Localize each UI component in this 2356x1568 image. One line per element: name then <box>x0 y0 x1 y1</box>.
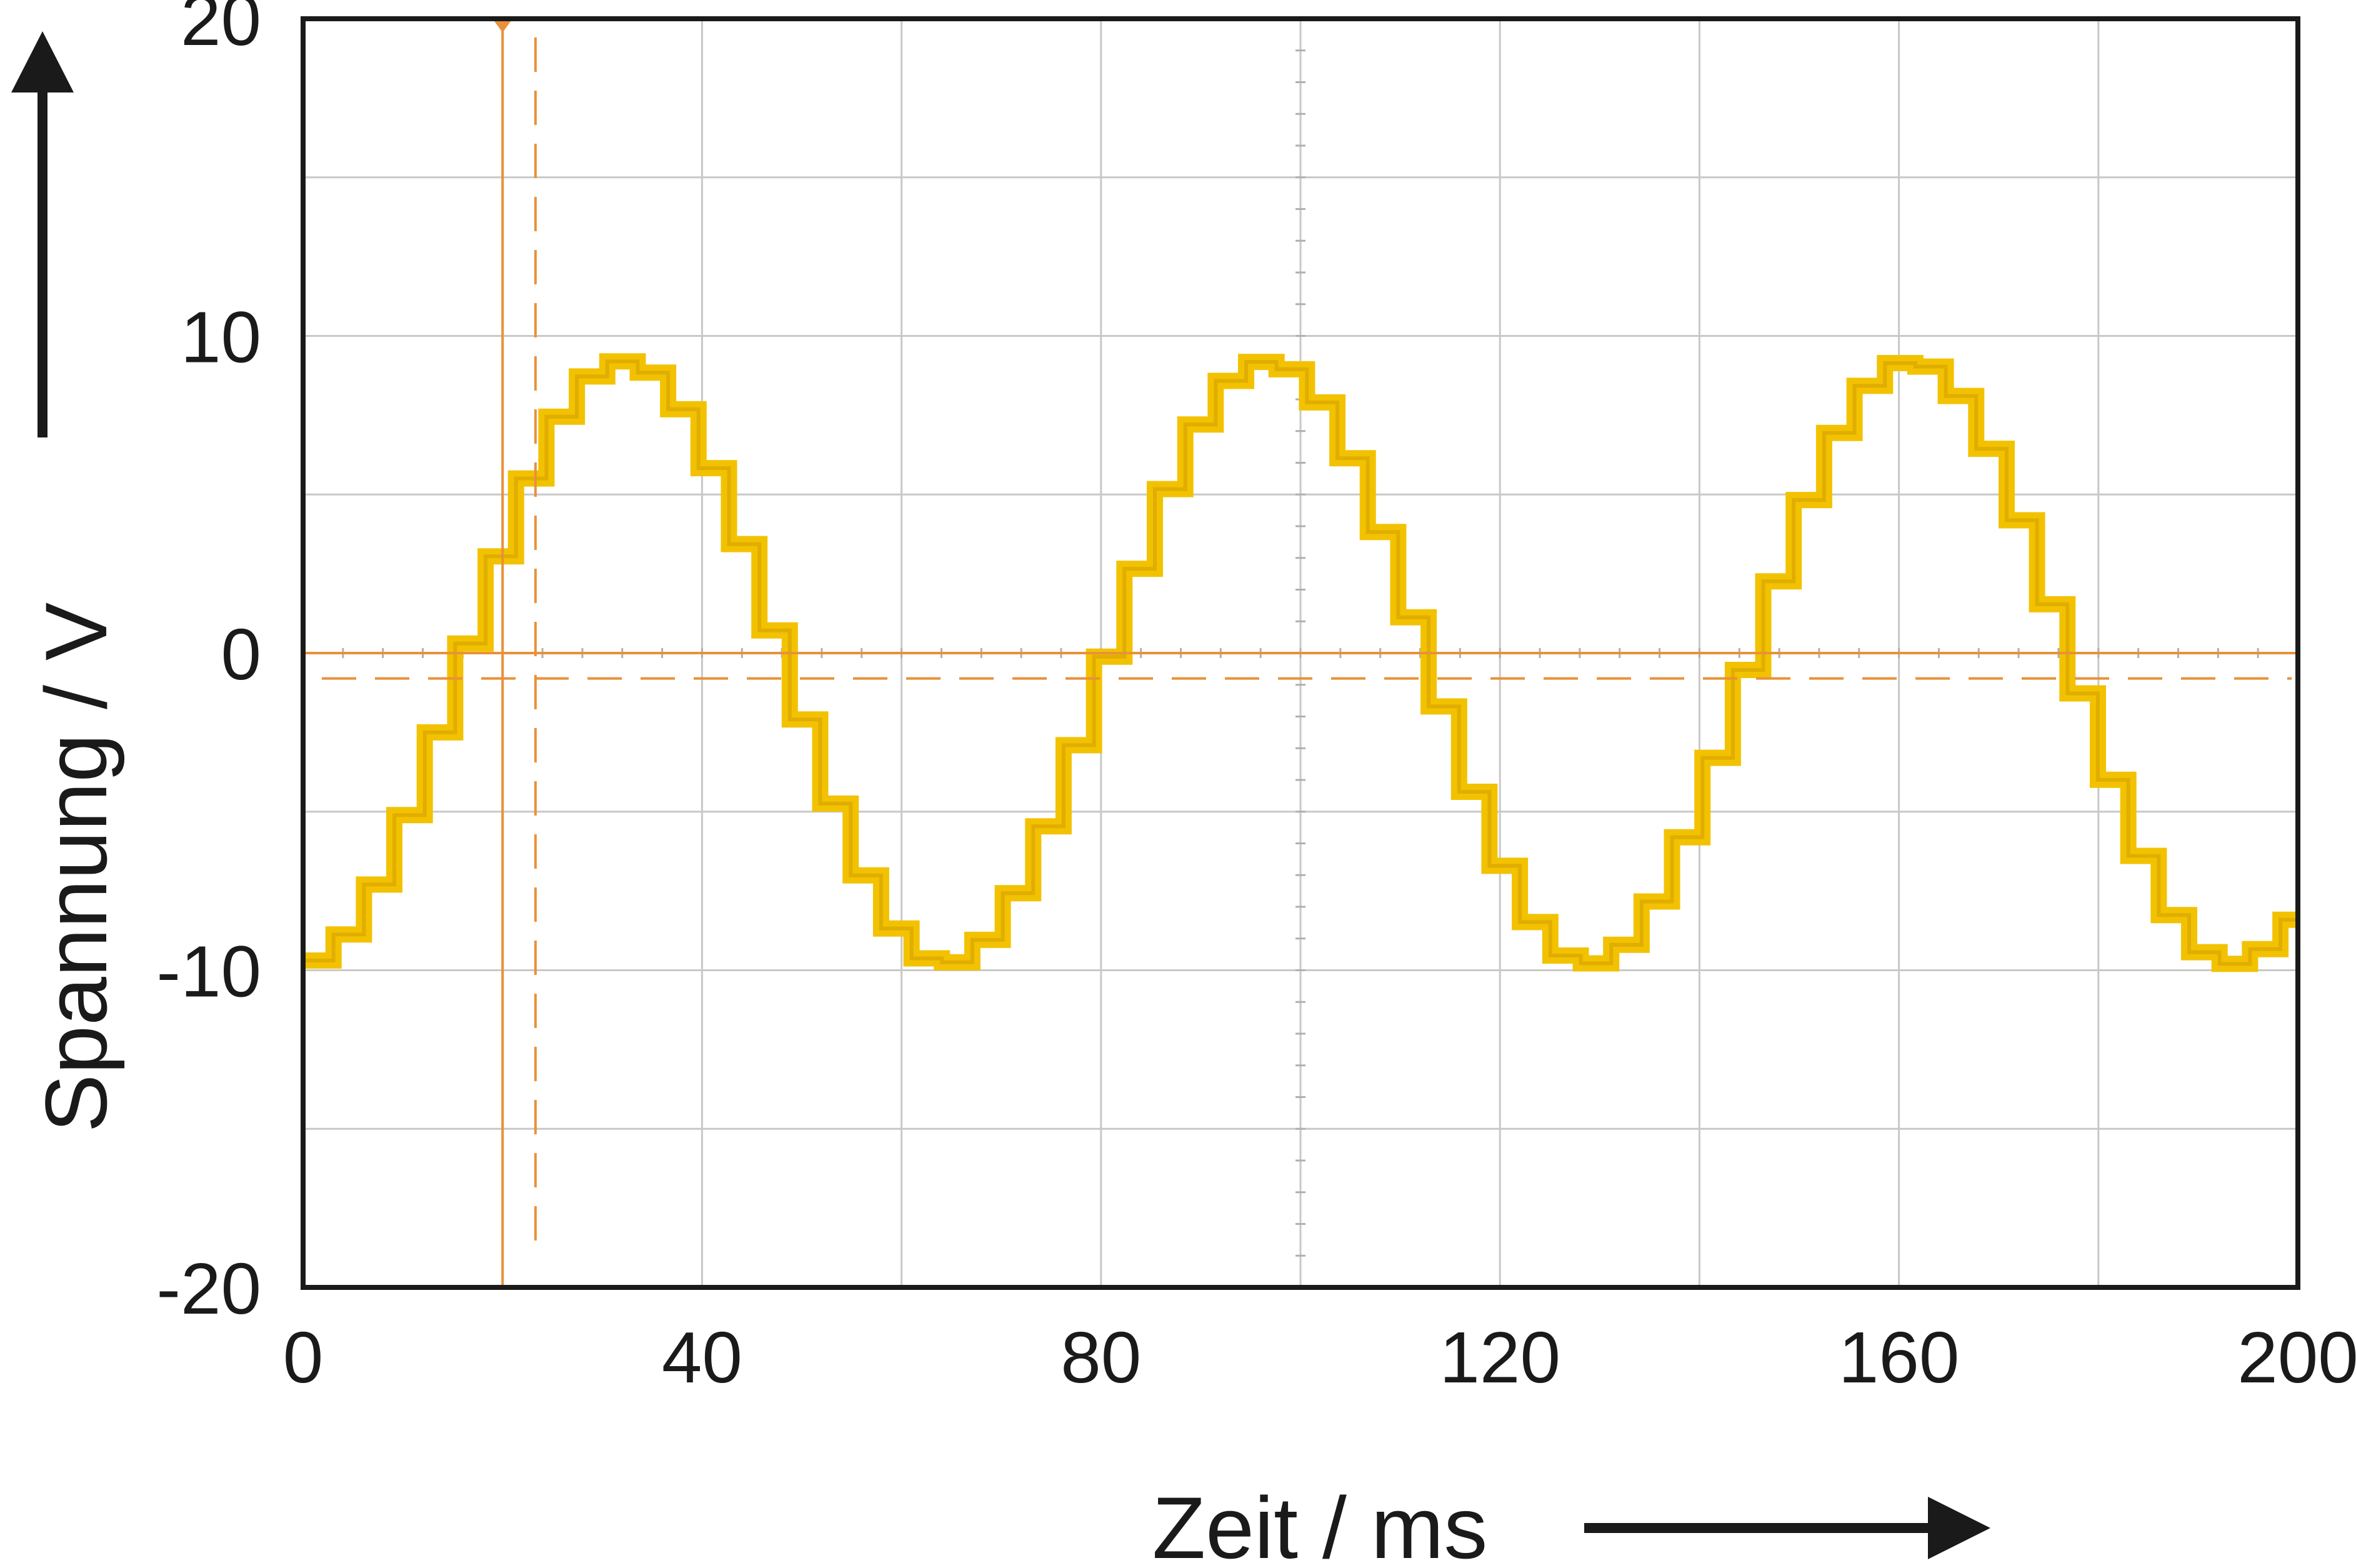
x-tick-label: 120 <box>1439 1317 1560 1398</box>
y-tick-label: 0 <box>221 614 261 695</box>
plot-frame <box>301 16 2300 1290</box>
x-axis-title: Zeit / ms <box>1152 1479 1488 1568</box>
x-axis-arrow-head <box>1928 1497 1990 1559</box>
y-tick-label: -10 <box>156 931 261 1012</box>
cursor-lines <box>303 19 2298 1287</box>
y-tick-label: 20 <box>181 0 261 61</box>
y-axis-title: Spannung / V <box>27 602 125 1132</box>
y-tick-label: -20 <box>156 1248 261 1329</box>
y-tick-label: 10 <box>181 297 261 378</box>
y-axis-arrow-head <box>11 31 74 92</box>
x-tick-label: 0 <box>283 1317 324 1398</box>
x-tick-label: 80 <box>1061 1317 1141 1398</box>
tick-labels: 0 40 80 120 160 200 -20 -10 0 10 20 <box>156 0 2356 1398</box>
cursor-marker-icon <box>492 19 513 32</box>
signal-trace-core <box>303 359 2298 966</box>
signal-trace-layer <box>303 353 2298 972</box>
x-tick-label: 160 <box>1839 1317 1960 1398</box>
x-tick-label: 40 <box>662 1317 742 1398</box>
y-axis-title-group: Spannung / V <box>11 31 125 1132</box>
x-axis-title-group: Zeit / ms <box>1152 1479 1990 1568</box>
x-tick-label: 200 <box>2237 1317 2356 1398</box>
